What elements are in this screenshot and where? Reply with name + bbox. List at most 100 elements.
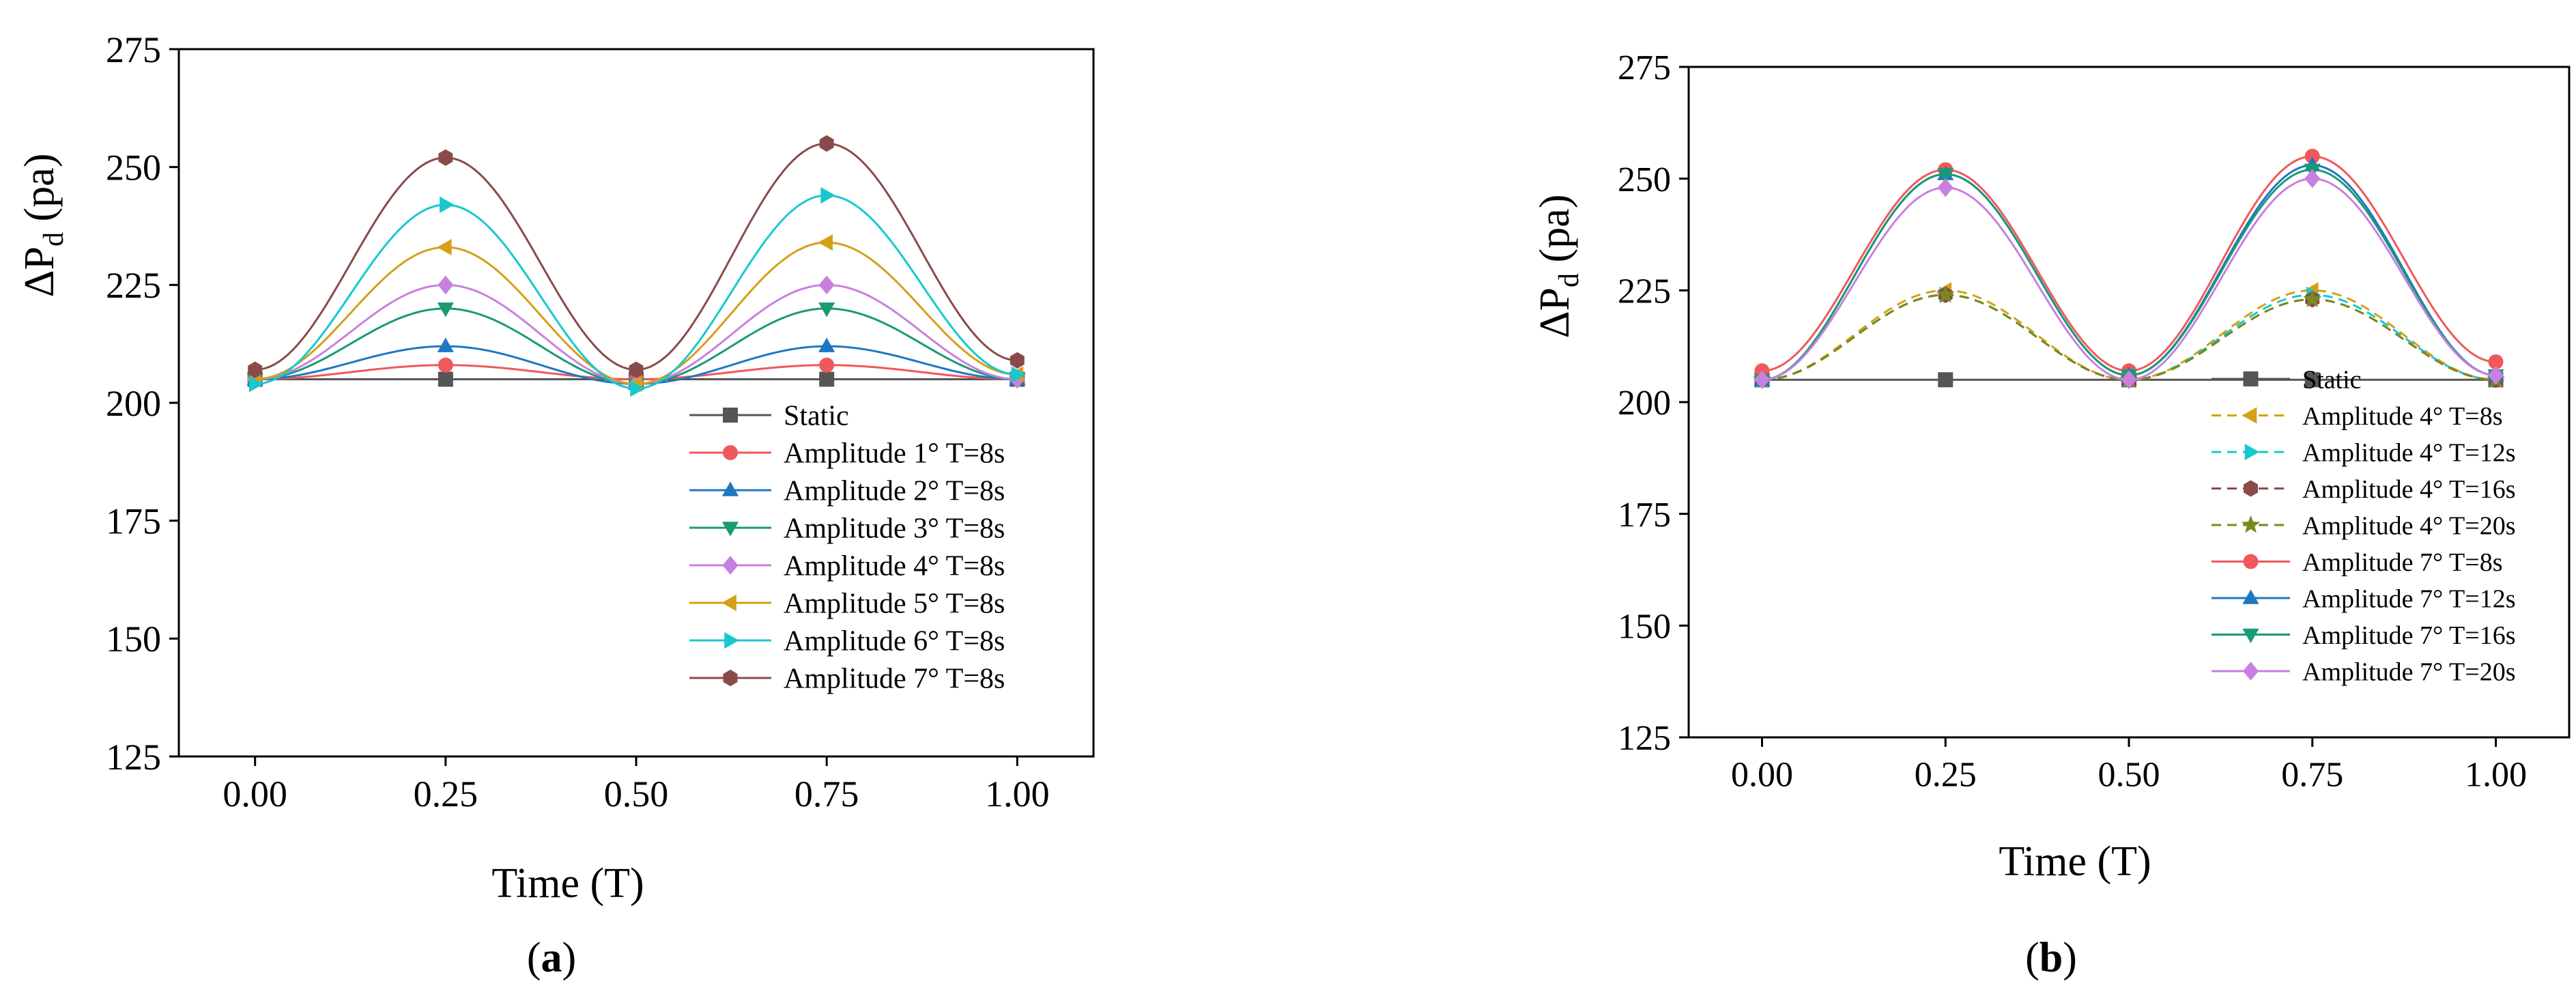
legend-label: Amplitude 6° T=8s (784, 626, 1005, 657)
legend-label: Amplitude 7° T=20s (2302, 657, 2515, 686)
ytick-label: 175 (1618, 496, 1671, 535)
legend-marker (724, 632, 739, 649)
ytick-label: 275 (106, 29, 161, 70)
legend-label: Amplitude 4° T=8s (784, 551, 1005, 582)
data-point (630, 380, 645, 397)
data-point (818, 234, 833, 251)
plot-area-b: 125 150 175 200 225 250 275 0.00 0.25 0.50 0.75 1.0… (1618, 48, 2571, 795)
panel-b: 125 150 175 200 225 250 275 0.00 0.25 0.50 0.75 1.0… (1532, 48, 2571, 981)
legend-marker (2243, 371, 2259, 386)
data-point (438, 357, 453, 373)
series-line (1762, 169, 2496, 381)
legend-label: Amplitude 7° T=16s (2302, 621, 2515, 650)
data-point (440, 196, 455, 214)
legend-label: Amplitude 4° T=12s (2302, 438, 2515, 467)
panel-letter-b: b (2040, 935, 2063, 981)
data-point (1010, 352, 1025, 369)
legend-marker (723, 445, 738, 460)
legend-marker (721, 481, 739, 496)
xtick-label: 1.00 (2465, 756, 2527, 795)
data-point (438, 371, 453, 387)
ytick-label: 275 (1618, 48, 1671, 87)
data-point (2304, 148, 2320, 164)
ylabel-sub-b: d (1554, 273, 1585, 287)
xtick-label: 0.50 (604, 774, 669, 814)
data-point (818, 337, 835, 352)
data-point (1936, 285, 1955, 303)
series-b-7 (1754, 163, 2504, 388)
data-point (1937, 168, 1954, 183)
legend-marker (721, 594, 736, 612)
data-point (437, 238, 452, 256)
ytick-label: 125 (106, 737, 161, 778)
legend-label: Amplitude 5° T=8s (784, 589, 1005, 620)
series-a-7 (248, 135, 1025, 378)
data-point (1937, 178, 1954, 197)
ytick-label: 250 (1618, 160, 1671, 199)
legend-marker (2244, 443, 2260, 461)
data-point (1938, 372, 1954, 388)
data-point (819, 135, 834, 152)
legend-marker (722, 556, 739, 575)
ylabel-a: ΔPd (pa) (16, 154, 70, 298)
legend-marker (2241, 515, 2261, 533)
legend-marker (723, 408, 738, 423)
xtick-label: 0.50 (2098, 756, 2160, 795)
legend-label: Amplitude 3° T=8s (784, 513, 1005, 545)
series-b-6 (1754, 156, 2504, 386)
data-point (248, 361, 263, 378)
data-point (629, 361, 644, 378)
legend-label: Static (784, 401, 849, 432)
series-line (1762, 178, 2496, 381)
data-point (1011, 366, 1026, 383)
legend-marker (2242, 662, 2259, 681)
panel-letter-a: a (541, 935, 562, 981)
legend-marker (2244, 480, 2258, 497)
xtick-label: 1.00 (985, 774, 1050, 814)
ytick-label: 250 (106, 147, 161, 188)
data-point (819, 357, 835, 373)
legend-label: Amplitude 7° T=8s (2302, 548, 2502, 577)
legend-label: Amplitude 4° T=8s (2302, 402, 2502, 431)
legend-label: Amplitude 2° T=8s (784, 476, 1005, 507)
xlabel-a: Time (T) (491, 860, 644, 907)
data-point (1754, 370, 1771, 390)
xtick-label: 0.75 (795, 774, 859, 814)
xtick-label: 0.00 (223, 774, 287, 814)
xtick-label: 0.25 (1915, 756, 1977, 795)
ylabel-unit-a: (pa) (16, 154, 63, 232)
plot-area-a: 125 150 175 200 225 250 275 0.00 0.25 0.50 0.75 1.0… (106, 29, 1095, 814)
ylabel-main-b: ΔP (1532, 287, 1578, 338)
ylabel-b: ΔPd (pa) (1532, 195, 1585, 339)
legend-label: Amplitude 4° T=20s (2302, 511, 2515, 540)
xtick-label: 0.25 (414, 774, 478, 814)
ytick-label: 175 (106, 501, 161, 542)
ytick-label: 125 (1618, 719, 1671, 758)
series-a-6 (248, 187, 1026, 397)
data-point (438, 149, 453, 166)
ytick-label: 225 (106, 265, 161, 306)
data-point (437, 302, 454, 317)
xtick-label: 0.75 (2281, 756, 2343, 795)
legend-marker (2242, 407, 2257, 424)
panel-label-b: (b) (2025, 935, 2077, 981)
series-b-8 (1754, 169, 2504, 390)
legend-label: Amplitude 4° T=16s (2302, 475, 2515, 504)
legend-marker (723, 669, 738, 687)
legend-label: Amplitude 1° T=8s (784, 438, 1005, 470)
data-point (438, 275, 454, 295)
data-point (2304, 169, 2321, 188)
data-point (437, 337, 454, 352)
ylabel-sub-a: d (38, 232, 70, 246)
legend-marker (2242, 589, 2259, 604)
ytick-label: 225 (1618, 272, 1671, 311)
data-point (818, 302, 835, 317)
data-point (2303, 289, 2322, 307)
xtick-label: 0.00 (1731, 756, 1793, 795)
legend-label: Amplitude 7° T=12s (2302, 584, 2515, 613)
series-line (1762, 155, 2496, 372)
data-point (820, 187, 835, 204)
legend-b: Static Amplitude 4° T=8s Amplitude 4° T=12… (2212, 365, 2515, 686)
legend-marker (2242, 628, 2259, 644)
